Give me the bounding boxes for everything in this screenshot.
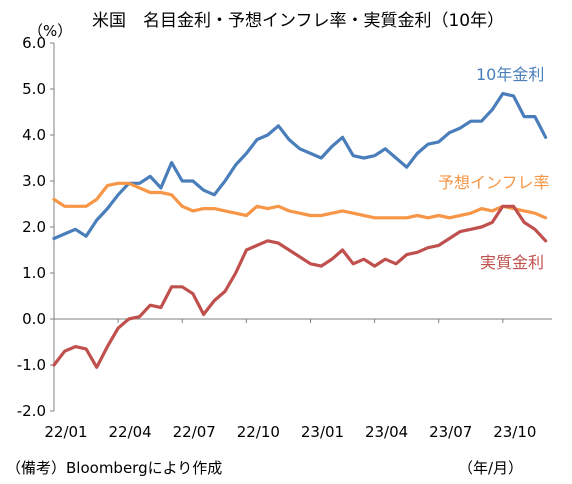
y-tick-label: -2.0 [17,402,46,420]
series-label: 実質金利 [480,253,544,272]
series-label: 10年金利 [476,65,544,84]
x-tick-label: 22/04 [109,423,152,441]
y-tick-label: 5.0 [22,80,46,98]
y-tick-label: 1.0 [22,264,46,282]
x-tick-label: 23/04 [365,423,408,441]
x-tick-label: 23/07 [429,423,472,441]
series-line [52,181,548,220]
series-line [52,204,548,369]
y-tick-label: 4.0 [22,126,46,144]
series-line [52,91,548,241]
y-tick-label: 0.0 [22,310,46,328]
chart-series [52,91,548,369]
x-tick-label: 23/01 [301,423,344,441]
x-tick-label: 22/07 [173,423,216,441]
x-tick-label: 22/01 [44,423,87,441]
y-tick-label: -1.0 [17,356,46,374]
y-tick-label: 6.0 [22,34,46,52]
y-tick-label: 2.0 [22,218,46,236]
source-note: （備考）Bloombergにより作成 [6,459,223,477]
x-tick-label: 22/10 [237,423,280,441]
y-axis-unit: （%） [28,22,73,40]
chart-axes: 6.0 5.0 4.0 3.0 2.0 1.0 0.0 -1.0 -2.0 22/01 22/04 2… [17,34,552,441]
series-label: 予想インフレ率 [438,173,550,192]
x-axis-unit: （年/月） [458,459,524,477]
x-tick-label: 23/10 [493,423,536,441]
y-tick-label: 3.0 [22,172,46,190]
chart-title: 米国 名目金利・予想インフレ率・実質金利（10年） [92,11,505,31]
